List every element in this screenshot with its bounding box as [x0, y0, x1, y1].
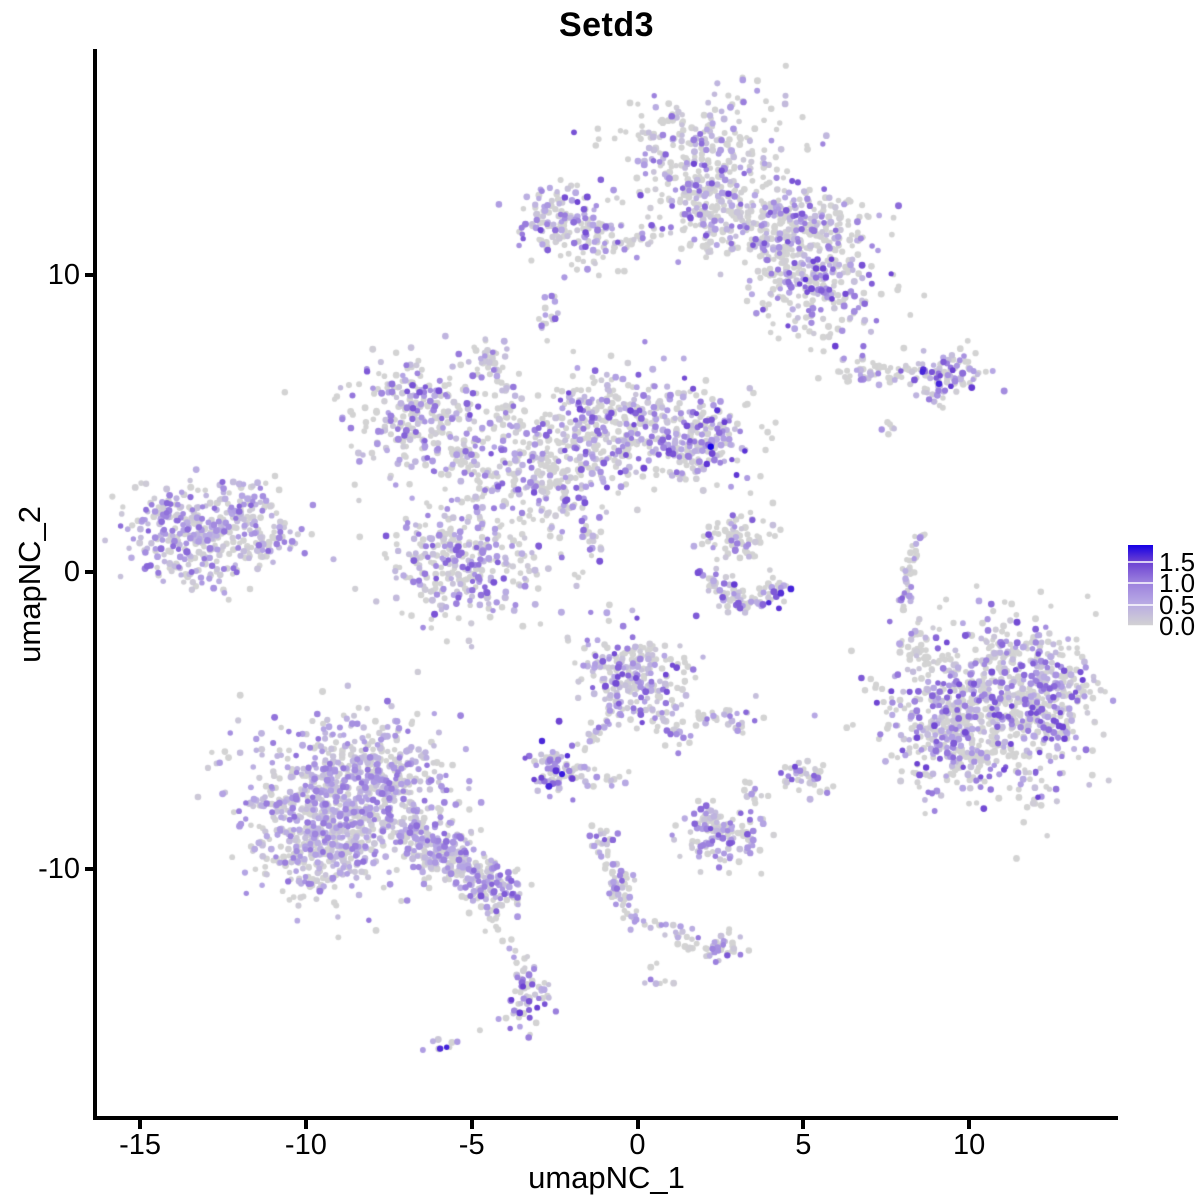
y-tick-mark: [85, 570, 94, 574]
x-tick-label: -10: [284, 1129, 327, 1161]
y-tick-mark: [85, 273, 94, 277]
x-axis-line: [93, 1116, 1118, 1120]
y-axis-title: umapNC_2: [12, 505, 47, 663]
x-tick-mark: [138, 1120, 143, 1129]
y-tick-label: 0: [63, 556, 80, 588]
x-tick-label: 0: [629, 1129, 646, 1161]
x-tick-label: 10: [952, 1129, 986, 1161]
x-tick-label: -15: [119, 1129, 162, 1161]
y-tick-mark: [85, 867, 94, 871]
y-axis-line: [93, 49, 97, 1120]
y-axis-title-wrap: umapNC_2: [10, 50, 50, 1118]
x-tick-label: 5: [795, 1129, 812, 1161]
y-tick-label: -10: [38, 853, 80, 885]
x-tick-mark: [801, 1120, 806, 1129]
x-tick-label: -5: [458, 1129, 485, 1161]
x-tick-mark: [635, 1120, 640, 1129]
x-tick-mark: [469, 1120, 474, 1129]
y-tick-label: 10: [47, 259, 80, 291]
x-tick-mark: [303, 1120, 308, 1129]
x-axis-title: umapNC_1: [528, 1160, 685, 1195]
x-tick-mark: [967, 1120, 972, 1129]
